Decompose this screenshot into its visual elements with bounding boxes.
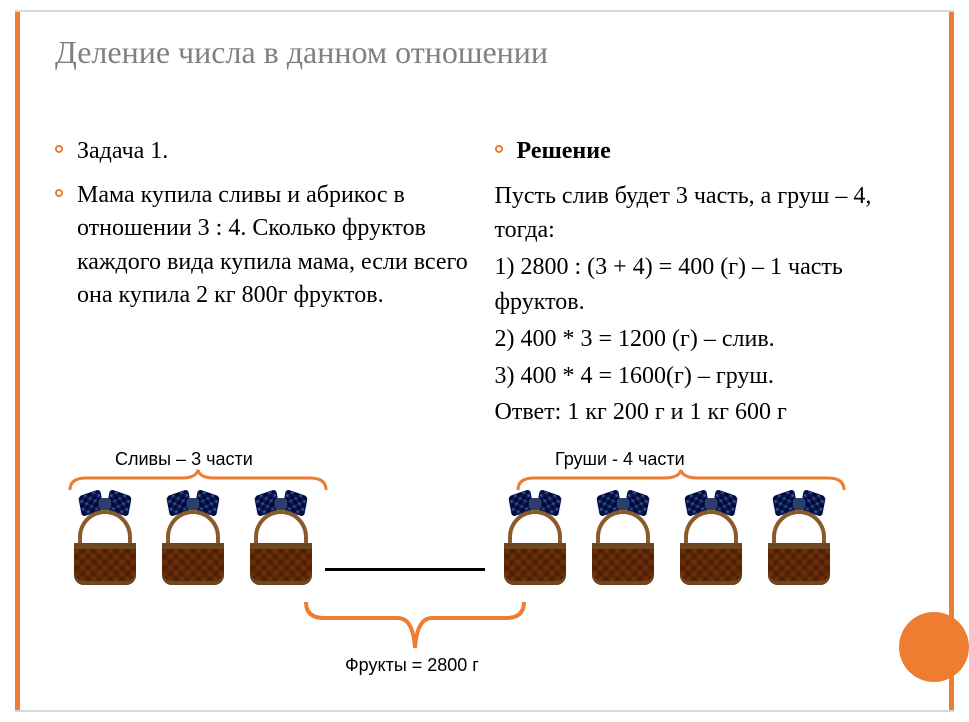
right-column: Решение Пусть слив будет 3 часть, а груш… (495, 135, 915, 432)
bullet-icon (55, 189, 63, 197)
accent-circle (899, 612, 969, 682)
solution-answer: Ответ: 1 кг 200 г и 1 кг 600 г (495, 395, 915, 430)
content-columns: Задача 1. Мама купила сливы и абрикос в … (55, 135, 914, 432)
basket-icon (500, 490, 570, 585)
solution-heading-row: Решение (495, 135, 915, 169)
basket-row-right (500, 490, 834, 585)
solution-step-1: 1) 2800 : (3 + 4) = 400 (г) – 1 часть фр… (495, 250, 915, 320)
basket-icon (70, 490, 140, 585)
task-label-row: Задача 1. (55, 135, 475, 169)
basket-icon (246, 490, 316, 585)
basket-icon (764, 490, 834, 585)
brace-bottom (300, 598, 530, 658)
caption-sliv: Сливы – 3 части (115, 449, 253, 470)
solution-heading: Решение (517, 135, 611, 169)
basket-icon (676, 490, 746, 585)
frame-bottom (15, 710, 954, 712)
frame-right (949, 10, 954, 712)
frame-top (15, 10, 954, 12)
left-column: Задача 1. Мама купила сливы и абрикос в … (55, 135, 475, 432)
bullet-icon (55, 145, 63, 153)
task-text: Мама купила сливы и абрикос в отношении … (77, 179, 475, 313)
caption-grush: Груши - 4 части (555, 449, 685, 470)
solution-step-3: 3) 400 * 4 = 1600(г) – груш. (495, 359, 915, 394)
solution-intro: Пусть слив будет 3 часть, а груш – 4, то… (495, 179, 915, 249)
divider-line (325, 568, 485, 571)
task-text-row: Мама купила сливы и абрикос в отношении … (55, 179, 475, 313)
basket-icon (158, 490, 228, 585)
bullet-icon (495, 145, 503, 153)
caption-fruit: Фрукты = 2800 г (345, 655, 479, 676)
solution-step-2: 2) 400 * 3 = 1200 (г) – слив. (495, 322, 915, 357)
basket-icon (588, 490, 658, 585)
page-title: Деление числа в данном отношении (55, 34, 548, 71)
basket-row-left (70, 490, 316, 585)
frame-left (15, 10, 20, 712)
task-label: Задача 1. (77, 135, 168, 169)
